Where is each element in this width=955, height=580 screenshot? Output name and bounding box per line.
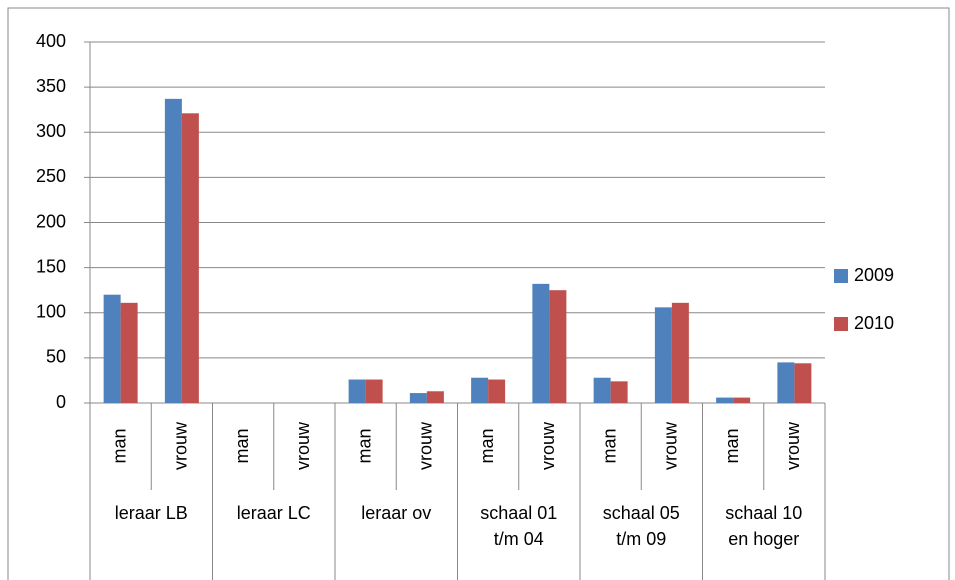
bar	[610, 381, 628, 403]
x-tick-label: man	[232, 428, 252, 463]
legend-swatch	[834, 317, 848, 331]
legend-label: 2010	[854, 313, 894, 333]
y-tick-label: 300	[36, 121, 66, 141]
group-label: leraar LB	[114, 503, 188, 523]
bar	[549, 290, 567, 403]
group-label: schaal 05 t/m 09	[602, 503, 680, 549]
chart-frame	[7, 7, 950, 580]
group-label: schaal 10 en hoger	[725, 503, 803, 549]
bar	[777, 362, 795, 403]
bar	[794, 363, 812, 403]
group-label: leraar LC	[236, 503, 311, 523]
y-tick-label: 50	[46, 347, 66, 367]
legend-label: 2009	[854, 265, 894, 285]
y-tick-label: 250	[36, 166, 66, 186]
bar	[348, 379, 366, 403]
y-tick-label: 150	[36, 256, 66, 276]
bar	[409, 393, 427, 403]
bar	[365, 379, 383, 403]
group-label: schaal 01 t/m 04	[480, 503, 558, 549]
legend-swatch	[834, 269, 848, 283]
bar	[654, 307, 672, 403]
x-tick-label: man	[722, 428, 742, 463]
x-tick-label: vrouw	[661, 421, 681, 470]
group-label: leraar ov	[361, 503, 432, 523]
x-tick-label: man	[477, 428, 497, 463]
y-tick-label: 350	[36, 76, 66, 96]
bar	[733, 397, 751, 403]
y-tick-label: 400	[36, 31, 66, 51]
x-tick-label: vrouw	[416, 421, 436, 470]
bar	[426, 391, 444, 403]
bar	[716, 397, 734, 403]
x-tick-label: vrouw	[783, 421, 803, 470]
x-tick-label: vrouw	[293, 421, 313, 470]
y-tick-label: 100	[36, 302, 66, 322]
x-tick-label: man	[109, 428, 129, 463]
bar	[164, 98, 182, 404]
bar	[532, 283, 550, 403]
bar	[671, 302, 689, 403]
bar	[103, 294, 121, 403]
x-tick-label: vrouw	[538, 421, 558, 470]
x-tick-label: vrouw	[171, 421, 191, 470]
bar	[120, 302, 138, 403]
y-tick-label: 0	[56, 392, 66, 412]
bar	[593, 377, 611, 403]
x-tick-label: man	[599, 428, 619, 463]
bar	[181, 113, 199, 404]
bar	[471, 377, 489, 403]
bar	[488, 379, 506, 403]
y-tick-label: 200	[36, 211, 66, 231]
x-tick-label: man	[354, 428, 374, 463]
